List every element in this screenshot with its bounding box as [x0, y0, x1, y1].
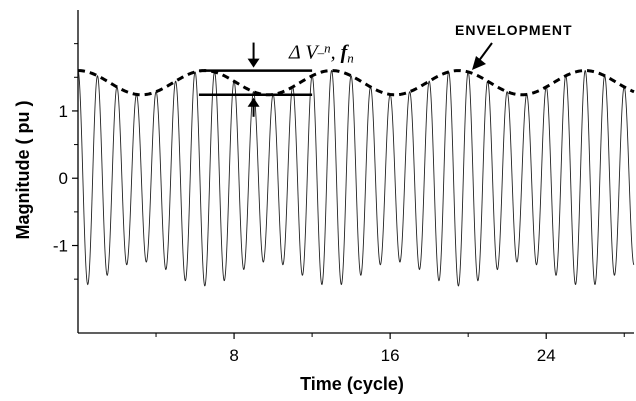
- waveform-line: [77, 69, 635, 287]
- envelope-layer: [77, 69, 635, 97]
- up-arrow-icon: [247, 97, 260, 107]
- down-arrow-icon: [247, 58, 260, 68]
- annotation-layer: Δ V_n, fn ENVELOPMENT: [198, 22, 573, 117]
- x-tick-label-16: 16: [381, 346, 400, 365]
- ticks-layer: 8 16 24 -1 0 1: [53, 43, 625, 365]
- waveform-layer: [77, 69, 635, 287]
- x-tick-label-24: 24: [537, 346, 556, 365]
- x-axis-label: Time (cycle): [300, 374, 404, 394]
- envelopment-arrow-shaft: [477, 42, 493, 63]
- y-tick-label--1: -1: [53, 237, 68, 256]
- x-tick-label-8: 8: [229, 346, 238, 365]
- y-tick-label-1: 1: [59, 102, 68, 121]
- envelopment-label: ENVELOPMENT: [455, 22, 573, 38]
- y-axis-label: Magnitude ( pu ): [13, 101, 33, 240]
- envelope-line: [77, 69, 635, 97]
- envelopment-arrow-icon: [472, 56, 486, 70]
- delta-v-label: Δ V_n, fn: [288, 41, 354, 66]
- y-tick-label-0: 0: [59, 169, 68, 188]
